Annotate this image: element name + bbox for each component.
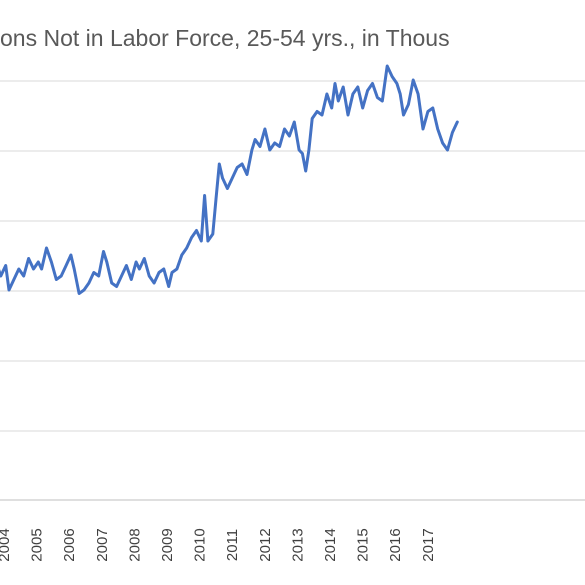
- series-layer: [0, 64, 459, 295]
- x-tick-label: 2012: [257, 528, 274, 561]
- x-tick-label: 2005: [29, 528, 46, 561]
- x-tick-label: 2004: [0, 528, 13, 561]
- x-tick-label: 2015: [355, 528, 372, 561]
- x-tick-label: 2011: [224, 529, 241, 561]
- x-tick-label: 2006: [61, 528, 78, 561]
- x-tick-label: 2010: [192, 528, 209, 561]
- x-tick-label: 2007: [94, 528, 111, 561]
- x-tick-label: 2013: [289, 528, 306, 561]
- x-tick-label: 2016: [387, 528, 404, 561]
- x-tick-label: 2014: [322, 528, 339, 561]
- x-tick-label: 2017: [420, 528, 437, 561]
- series-line: [0, 64, 459, 295]
- x-axis-tick-labels: 2004 2005 2006 2007 2008 2009 2010 2011 2012 2013…: [0, 528, 437, 561]
- x-tick-label: 2008: [126, 528, 143, 561]
- x-tick-label: 2009: [159, 528, 176, 561]
- chart-title: ons Not in Labor Force, 25-54 yrs., in T…: [0, 25, 450, 51]
- gridlines: [0, 80, 585, 432]
